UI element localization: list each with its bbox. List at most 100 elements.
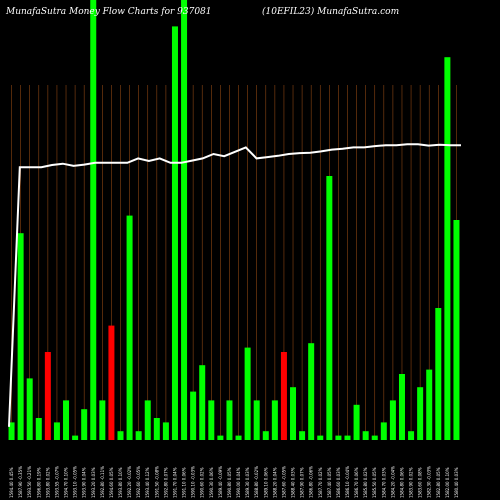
bar-15 (135, 431, 142, 440)
x-tick-label: 1587.90 0.07% (300, 467, 305, 498)
bar-40 (362, 431, 369, 440)
x-tick-label: 1589.10 0.06% (263, 467, 268, 498)
bar-11 (99, 400, 106, 440)
x-tick-label: 1586.60 0.03% (336, 467, 341, 498)
bar-7 (63, 400, 70, 440)
bar-20 (181, 0, 188, 440)
bar-43 (389, 400, 396, 440)
x-tick-label: 1588.20 0.04% (272, 467, 277, 498)
bar-14 (126, 215, 133, 440)
bar-25 (226, 400, 233, 440)
bar-36 (326, 176, 333, 440)
bar-series (8, 0, 460, 441)
money-flow-line (8, 143, 461, 427)
x-tick-label: 1586.10 -0.04% (345, 466, 350, 498)
bar-33 (299, 431, 306, 440)
bar-3 (26, 378, 33, 440)
bar-12 (108, 325, 115, 440)
bar-34 (308, 343, 315, 440)
bar-13 (117, 431, 124, 440)
x-tick-label: 1593.50 -0.21% (27, 466, 32, 498)
bar-44 (398, 374, 405, 440)
x-tick-label: 1593.80 0.10% (118, 467, 123, 498)
bar-10 (90, 0, 97, 440)
bar-26 (235, 435, 242, 440)
bar-18 (162, 422, 169, 440)
bar-48 (435, 308, 442, 440)
x-tick-label: 1582.80 0.05% (436, 467, 441, 498)
x-tick-label: 1580.40 0.03% (454, 467, 459, 498)
x-tick-label: 1587.60 -0.05% (281, 466, 286, 498)
x-tick-label: 1586.80 -0.06% (309, 466, 314, 498)
chart-title-right: (10EFIL23) MunafaSutra.com (262, 6, 399, 17)
x-tick-label: 1592.60 -0.05% (136, 466, 141, 498)
x-tick-label: 1593.10 -0.05% (73, 466, 78, 498)
x-tick-label: 1592.80 -0.11% (100, 466, 105, 498)
bar-42 (380, 422, 387, 440)
x-tick-label: 1587.90 -0.35% (18, 466, 23, 498)
bar-29 (262, 431, 269, 440)
bar-17 (153, 418, 160, 440)
bar-37 (335, 435, 342, 440)
bar-8 (72, 435, 79, 440)
bar-5 (44, 352, 51, 440)
x-tick-label: 1585.80 0.02% (363, 467, 368, 498)
bar-38 (344, 435, 351, 440)
x-tick-label: 1590.80 0.05% (227, 467, 232, 498)
x-tick-labels: 1594.40 0.45% 1587.90 -0.35% 1593.50 -0.21… (9, 466, 459, 498)
x-tick-label: 1588.40 0.03% (291, 467, 296, 498)
x-tick-label: 1590.10 -0.03% (191, 466, 196, 498)
x-tick-label: 1592.80 0.07% (163, 467, 168, 498)
x-tick-label: 1584.20 -0.04% (390, 466, 395, 498)
bar-45 (408, 431, 415, 440)
bar-46 (417, 387, 424, 440)
bar-28 (253, 400, 260, 440)
x-tick-label: 1593.80 0.02% (45, 467, 50, 498)
x-tick-label: 1589.40 -0.09% (218, 466, 223, 498)
bar-19 (171, 26, 178, 441)
bar-30 (271, 400, 278, 440)
x-tick-label: 1585.50 0.05% (372, 467, 377, 498)
bar-16 (144, 400, 151, 440)
x-tick-label: 1594.40 0.45% (9, 467, 14, 498)
x-tick-label: 1583.60 0.08% (418, 467, 423, 498)
x-tick-label: 1596.80 0.19% (36, 467, 41, 498)
x-tick-label: 1590.30 0.06% (209, 467, 214, 498)
x-tick-label: 1594.70 0.10% (64, 467, 69, 498)
bar-39 (353, 404, 360, 440)
bar-27 (244, 347, 251, 440)
x-tick-label: 1590.60 0.02% (200, 467, 205, 498)
x-tick-label: 1591.10 0.06% (182, 467, 187, 498)
x-tick-label: 1586.70 0.06% (354, 467, 359, 498)
x-tick-label: 1593.40 0.12% (145, 467, 150, 498)
x-tick-label: 1584.80 0.06% (399, 467, 404, 498)
bar-21 (190, 391, 197, 440)
bar-32 (290, 387, 297, 440)
x-tick-label: 1588.80 -0.02% (254, 466, 259, 498)
x-tick-label: 1592.20 -0.02% (127, 466, 132, 498)
x-tick-label: 1593.20 0.03% (91, 467, 96, 498)
x-tick-label: 1587.70 0.02% (318, 467, 323, 498)
bar-1 (8, 422, 15, 440)
bar-50 (453, 220, 460, 440)
x-tick-label: 1582.00 0.10% (445, 467, 450, 498)
x-tick-label: 1593.90 0.04% (82, 467, 87, 498)
bar-41 (371, 435, 378, 440)
bar-24 (217, 435, 224, 440)
x-tick-label: 1583.90 0.02% (409, 467, 414, 498)
x-tick-label: 1582.30 -0.03% (427, 466, 432, 498)
bar-31 (280, 352, 287, 440)
bar-49 (444, 57, 451, 440)
x-tick-label: 1593.55 -0.07% (54, 466, 59, 498)
x-tick-label: 1587.40 0.05% (327, 467, 332, 498)
x-tick-label: 1591.50 -0.08% (154, 466, 159, 498)
x-tick-label: 1591.70 0.04% (172, 467, 177, 498)
bar-2 (17, 233, 24, 440)
x-tick-label: 1594.60 0.05% (109, 467, 114, 498)
bar-47 (426, 369, 433, 440)
x-tick-label: 1584.70 0.03% (381, 467, 386, 498)
bar-4 (35, 418, 42, 440)
bar-22 (199, 365, 206, 440)
